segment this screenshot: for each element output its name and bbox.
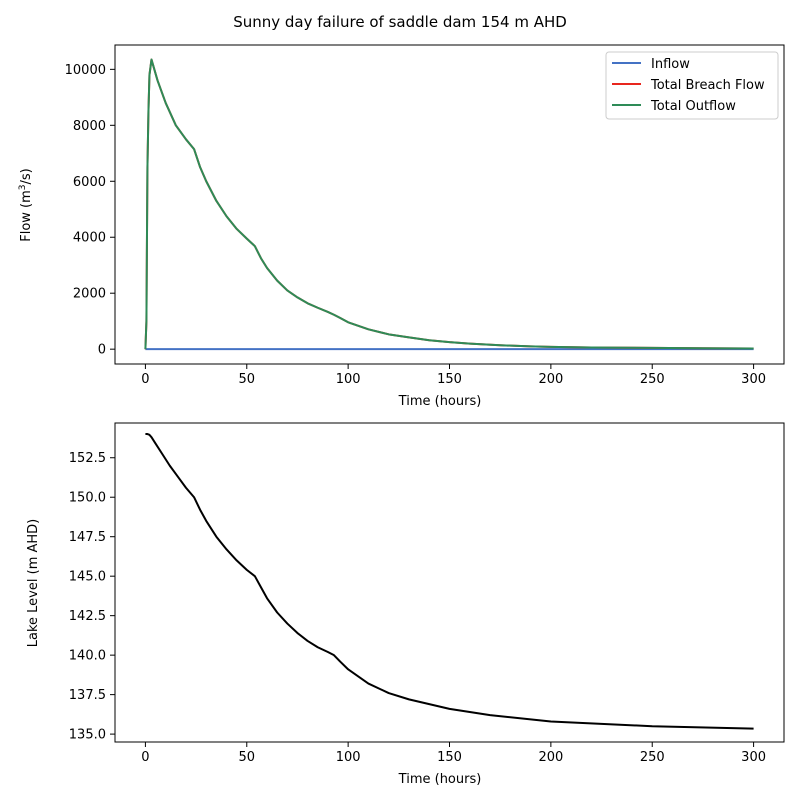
flow-y-tick-label: 4000 [73,231,106,246]
flow-y-tick-label: 8000 [73,119,106,134]
flow-y-label-main: Flow (m [19,190,34,242]
flow-y-tick-label: 10000 [65,63,106,78]
lake-level-y-tick-label: 145.0 [69,570,106,585]
lake-level-y-tick-label: 142.5 [69,609,106,624]
legend-label-total-breach-flow: Total Breach Flow [650,78,765,93]
lake-level-y-tick-label: 150.0 [69,491,106,506]
legend-label-inflow: Inflow [651,57,690,72]
lake-level-x-tick-label: 300 [741,750,766,765]
lake-level-chart: 0 50 100 150 200 250 300 135.0137.5140.0142.51… [26,422,785,787]
flow-series-group [144,58,754,351]
flow-chart: 0 50 100 150 200 250 300 0 2000 4000 6000 8000 1000… [18,44,785,409]
lake-level-line-series-0 [145,433,754,730]
lake-level-x-tick-label: 200 [538,750,563,765]
flow-y-tick-label: 2000 [73,287,106,302]
flow-x-tick-label: 300 [741,372,766,387]
lake-level-x-tick-label: 100 [336,750,361,765]
flow-y-axis-label: Flow (m3/s) [18,168,34,242]
flow-y-label-superscript: 3 [18,184,28,190]
legend-label-total-outflow: Total Outflow [650,99,736,114]
lake-level-y-tick-label: 147.5 [69,530,106,545]
lake-level-y-tick-label: 140.0 [69,649,106,664]
flow-y-ticks: 0 2000 4000 6000 8000 10000 [65,63,115,358]
lake-level-y-axis-label: Lake Level (m AHD) [26,519,41,647]
flow-x-tick-label: 100 [336,372,361,387]
lake-level-x-ticks: 0 50 100 150 200 250 300 [141,742,766,765]
lake-level-x-tick-label: 0 [141,750,149,765]
flow-legend: Inflow Total Breach Flow Total Outflow [605,51,779,120]
lake-level-x-axis-label: Time (hours) [398,772,482,787]
lake-level-y-tick-label: 135.0 [69,728,106,743]
lake-level-x-tick-label: 250 [640,750,665,765]
flow-y-label-tail: /s) [19,168,34,184]
lake-level-y-tick-label: 152.5 [69,451,106,466]
flow-x-tick-label: 150 [437,372,462,387]
lake-level-x-tick-label: 50 [238,750,255,765]
flow-x-tick-label: 50 [238,372,255,387]
lake-level-y-tick-label: 137.5 [69,688,106,703]
lake-level-series-group [145,433,754,730]
flow-x-tick-label: 0 [141,372,149,387]
flow-y-tick-label: 6000 [73,175,106,190]
figure-title: Sunny day failure of saddle dam 154 m AH… [233,13,567,31]
flow-x-tick-label: 250 [640,372,665,387]
lake-level-plot-frame [114,422,785,743]
flow-x-ticks: 0 50 100 150 200 250 300 [141,364,766,387]
flow-y-tick-label: 0 [98,343,106,358]
flow-line-total-outflow [144,58,754,350]
lake-level-y-ticks: 135.0 137.5 140.0 142.5 145.0 147.5 150.0 152.5 [69,451,115,743]
flow-x-tick-label: 200 [538,372,563,387]
lake-level-x-tick-label: 150 [437,750,462,765]
legend-frame [605,51,779,120]
flow-x-axis-label: Time (hours) [398,394,482,409]
